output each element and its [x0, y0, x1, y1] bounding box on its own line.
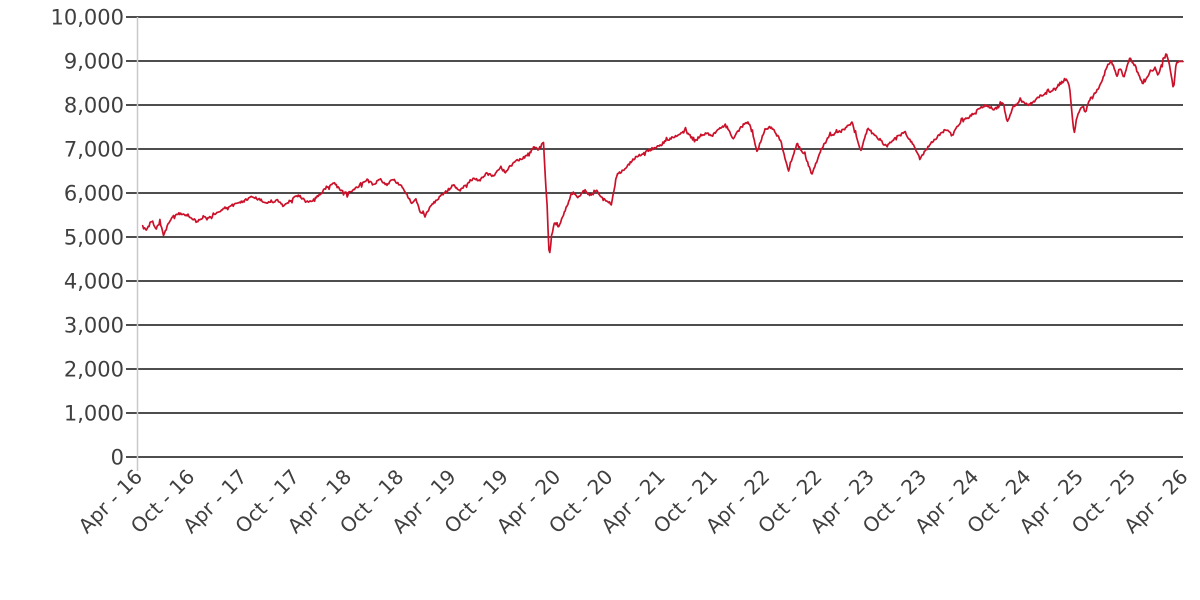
y-tick-label: 9,000	[64, 50, 124, 74]
y-tick-label: 1,000	[64, 402, 124, 426]
y-tick-label: 8,000	[64, 94, 124, 118]
y-tick-label: 0	[111, 446, 124, 470]
y-tick-labels: 0 1,000 2,000 3,000 4,000 5,000 6,000 7,000 8,00…	[51, 6, 124, 470]
gridlines	[126, 16, 1183, 458]
y-tick-label: 6,000	[64, 182, 124, 206]
y-tick-label: 5,000	[64, 226, 124, 250]
price-line	[141, 53, 1184, 254]
y-tick-label: 3,000	[64, 314, 124, 338]
y-tick-label: 2,000	[64, 358, 124, 382]
y-tick-label: 10,000	[51, 6, 124, 30]
y-tick-label: 7,000	[64, 138, 124, 162]
series-group	[141, 53, 1184, 254]
y-tick-label: 4,000	[64, 270, 124, 294]
